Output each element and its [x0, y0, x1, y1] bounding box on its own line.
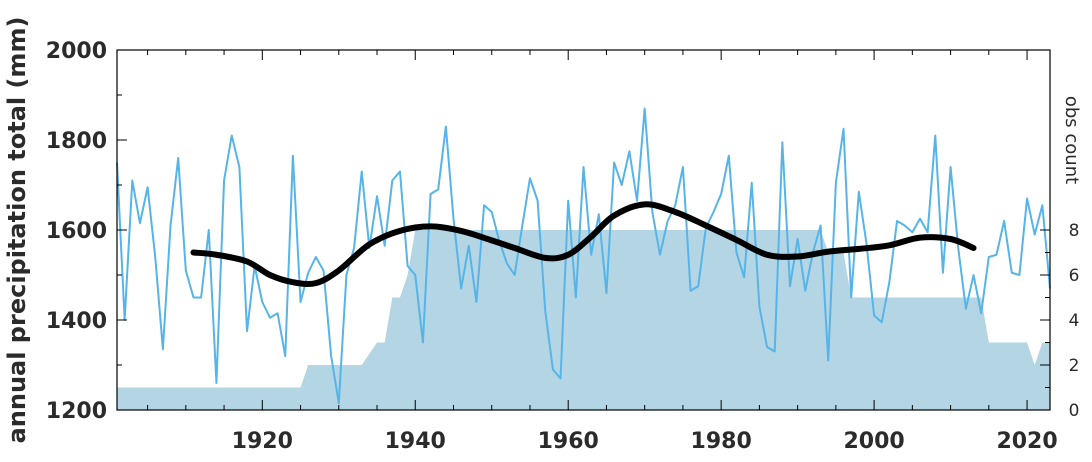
obs-count-area [117, 230, 1050, 410]
x-tick-label: 1940 [385, 429, 446, 454]
axes: 1920 1940 1960 1980 2000 2020 1200 1400 1600 1800… [46, 39, 1080, 454]
y2-tick-label: 6 [1069, 266, 1080, 286]
x-tick-label: 1920 [232, 429, 293, 454]
y2-axis-title: obs count [1061, 96, 1082, 184]
x-tick-label: 1980 [691, 429, 752, 454]
y2-tick-label: 8 [1069, 221, 1080, 241]
y2-tick-label: 0 [1069, 401, 1080, 421]
x-tick-label: 1960 [538, 429, 599, 454]
y-tick-label: 1200 [46, 399, 107, 424]
y-tick-label: 1800 [46, 129, 107, 154]
y2-tick-label: 2 [1069, 356, 1080, 376]
y-tick-label: 1600 [46, 219, 107, 244]
y-tick-label: 2000 [46, 39, 107, 64]
y2-tick-label: 4 [1069, 311, 1080, 331]
smoothed-trend-line [190, 201, 977, 288]
x-tick-label: 2020 [996, 429, 1057, 454]
plot-area [116, 107, 1051, 410]
x-tick-label: 2000 [843, 429, 904, 454]
y-axis-title: annual precipitation total (mm) [3, 17, 31, 444]
y-tick-label: 1400 [46, 309, 107, 334]
